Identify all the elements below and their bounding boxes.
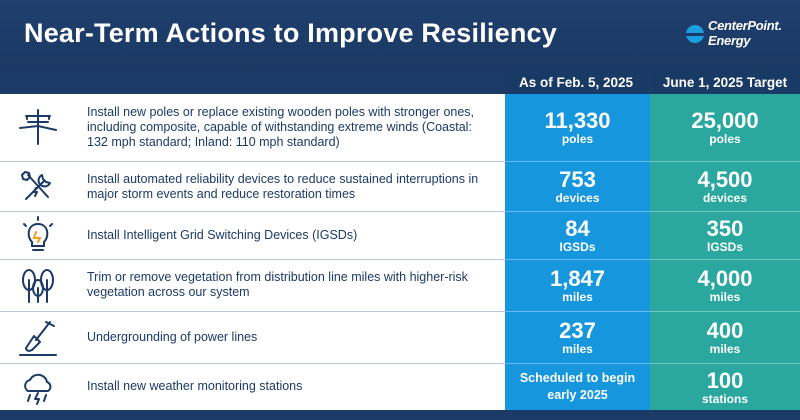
- trees-icon: [18, 266, 58, 306]
- current-value-cell: 11,330 poles: [505, 94, 650, 162]
- target-value-cell: 4,000 miles: [650, 260, 800, 312]
- row-description: Install new poles or replace existing wo…: [87, 105, 475, 149]
- tools-icon: [18, 167, 58, 207]
- table-row: Install automated reliability devices to…: [0, 162, 800, 212]
- current-value-cell: 237 miles: [505, 312, 650, 364]
- target-value-cell: 25,000 poles: [650, 94, 800, 162]
- storm-cloud-icon: [18, 367, 58, 407]
- shovel-icon: [18, 318, 58, 358]
- centerpoint-logo: CenterPoint. Energy: [686, 16, 786, 56]
- row-description: Install new weather monitoring stations: [87, 379, 303, 393]
- footer-bar: [0, 410, 800, 420]
- header: Near-Term Actions to Improve Resiliency …: [0, 0, 800, 70]
- logo-line1: CenterPoint.: [708, 18, 782, 33]
- row-description: Install automated reliability devices to…: [87, 172, 479, 201]
- table-row: Trim or remove vegetation from distribut…: [0, 260, 800, 312]
- current-value-cell: 1,847 miles: [505, 260, 650, 312]
- row-description: Install Intelligent Grid Switching Devic…: [87, 228, 358, 242]
- row-description: Trim or remove vegetation from distribut…: [87, 270, 468, 299]
- row-description: Undergrounding of power lines: [87, 330, 258, 344]
- target-value-cell: 4,500 devices: [650, 162, 800, 212]
- current-value-cell: 753 devices: [505, 162, 650, 212]
- table-row: Install Intelligent Grid Switching Devic…: [0, 212, 800, 260]
- current-value-cell: Scheduled to begin early 2025: [505, 364, 650, 410]
- column-header-target: June 1, 2025 Target: [650, 70, 800, 94]
- current-value-cell: 84 IGSDs: [505, 212, 650, 260]
- table-row: Install new poles or replace existing wo…: [0, 94, 800, 162]
- logo-line2: Energy: [708, 33, 751, 48]
- lightbulb-icon: [18, 216, 58, 256]
- column-header-current: As of Feb. 5, 2025: [505, 70, 647, 94]
- page-title: Near-Term Actions to Improve Resiliency: [24, 18, 557, 48]
- utility-pole-icon: [18, 106, 58, 146]
- target-value-cell: 400 miles: [650, 312, 800, 364]
- target-value-cell: 350 IGSDs: [650, 212, 800, 260]
- table-row: Undergrounding of power lines 237 miles …: [0, 312, 800, 364]
- logo-mark-icon: [686, 25, 704, 43]
- target-value-cell: 100 stations: [650, 364, 800, 410]
- table-row: Install new weather monitoring stations …: [0, 364, 800, 410]
